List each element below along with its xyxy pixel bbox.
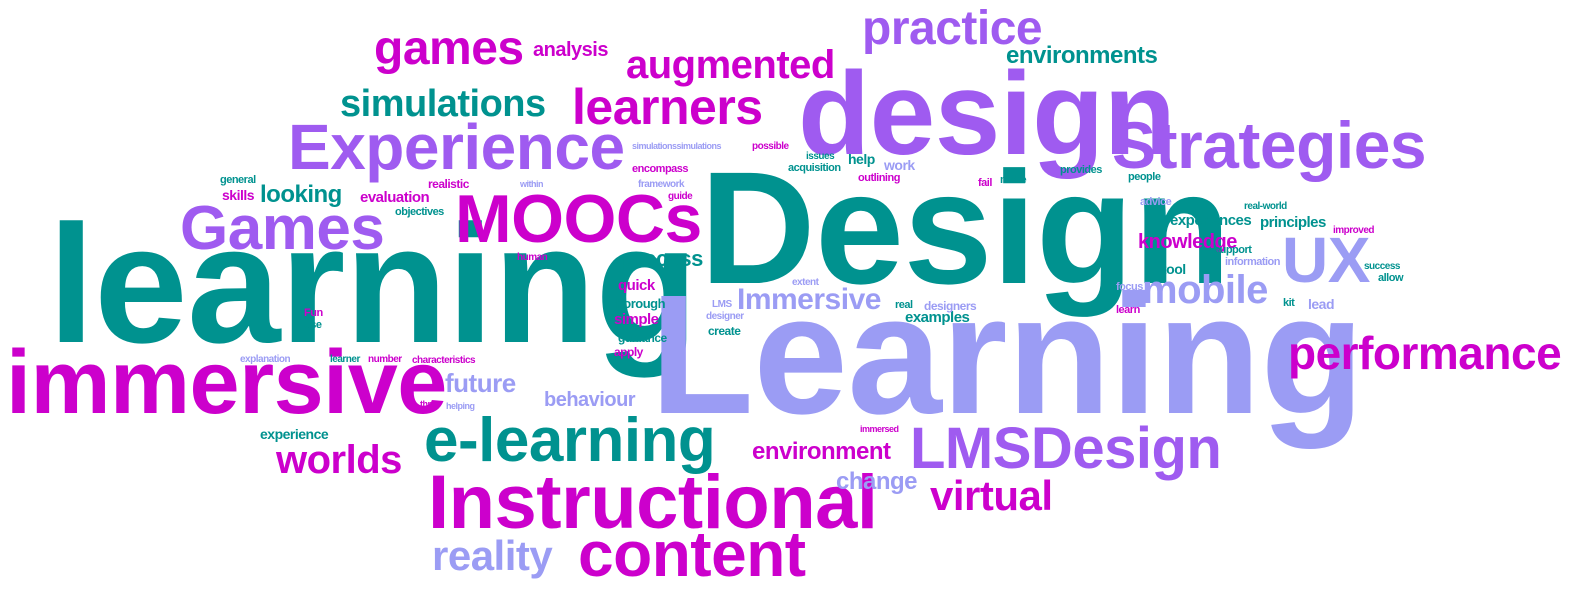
word-people: people	[1128, 171, 1161, 183]
word-Games: Games	[180, 194, 385, 263]
word-quick: quick	[618, 277, 655, 294]
word-environments: environments	[1006, 42, 1158, 69]
word-MOOCs: MOOCs	[455, 181, 702, 257]
word-Design: Design	[700, 138, 1231, 317]
word-acquisition: acquisition	[788, 162, 841, 174]
word-Immersive: Immersive	[737, 283, 881, 316]
word-encompass: encompass	[632, 163, 689, 175]
word-success: success	[1364, 261, 1400, 272]
word-framework: framework	[638, 179, 685, 190]
word-evaluation: evaluation	[360, 189, 430, 206]
word-experience: experience	[260, 426, 329, 442]
word-e-learning: e-learning	[424, 406, 716, 475]
word-immersive: immersive	[6, 333, 447, 433]
word-augmented: augmented	[626, 43, 835, 87]
word-general: general	[220, 174, 256, 186]
word-design: design	[798, 48, 1176, 180]
word-focus: focus	[1116, 281, 1143, 293]
word-content: content	[578, 518, 806, 590]
word-learner: learner	[330, 354, 360, 365]
word-use: use	[304, 319, 322, 331]
word-change: change	[836, 468, 918, 495]
word-human: human	[517, 252, 548, 263]
word-issues: issues	[806, 151, 835, 162]
word-performance: performance	[1288, 327, 1562, 379]
word-help: help	[848, 151, 875, 167]
word-Learning: Learning	[650, 260, 1364, 450]
word-kit: kit	[1283, 297, 1295, 309]
word-analysis: analysis	[533, 39, 608, 61]
word-mobile: mobile	[1142, 268, 1268, 312]
word-skills: skills	[222, 187, 255, 203]
word-immersed: immersed	[860, 424, 899, 434]
word-looking: looking	[260, 181, 342, 208]
word-improved: improved	[1333, 225, 1375, 236]
word-fail: fail	[978, 177, 992, 189]
word-possible: possible	[752, 141, 789, 152]
word-real-world: real-world	[1244, 201, 1287, 212]
word-designer: designer	[706, 311, 744, 322]
word-characteristics: characteristics	[412, 355, 476, 366]
word-simulations: simulations	[340, 83, 546, 125]
word-Strategies: Strategies	[1112, 108, 1427, 182]
word-thorough: thorough	[612, 296, 666, 311]
word-guidance: guidance	[618, 331, 667, 345]
word-provides: provides	[1060, 164, 1102, 176]
word-examples: examples	[905, 309, 970, 326]
word-information: information	[1225, 256, 1281, 268]
word-outlining: outlining	[858, 172, 900, 184]
word-extent: extent	[792, 277, 819, 288]
word-principles: principles	[1260, 214, 1326, 231]
word-virtual: virtual	[930, 472, 1053, 519]
word-within: within	[520, 179, 544, 189]
word-advice: advice	[1140, 196, 1172, 208]
word-Experience: Experience	[288, 111, 625, 183]
word-lead: lead	[1308, 296, 1335, 312]
word-simple: simple	[614, 311, 659, 328]
word-future: future	[445, 368, 516, 398]
word-LMS: LMS	[712, 299, 732, 310]
word-reality: reality	[432, 532, 553, 579]
word-knowledge: knowledge	[1138, 231, 1237, 253]
word-support: support	[1214, 244, 1252, 256]
word-learn: learn	[1116, 304, 1140, 316]
word-objectives: objectives	[395, 206, 444, 218]
word-games: games	[374, 22, 524, 75]
word-explanation: explanation	[240, 354, 291, 365]
word-guide: guide	[668, 191, 693, 202]
word-practice: practice	[862, 2, 1043, 55]
word-learning: learning	[48, 190, 698, 378]
word-LMSDesign: LMSDesign	[910, 416, 1222, 481]
word-make: make	[1000, 174, 1027, 186]
word-environment: environment	[752, 438, 891, 465]
word-experiences: experiences	[1170, 212, 1252, 229]
word-process: process	[622, 246, 703, 271]
word-behaviour: behaviour	[544, 389, 636, 411]
word-apply: apply	[614, 345, 643, 359]
word-Fun: Fun	[304, 307, 323, 319]
word-three: three	[420, 399, 440, 409]
word-realistic: realistic	[428, 177, 469, 191]
word-UX: UX	[1282, 224, 1370, 296]
word-real: real	[895, 299, 913, 311]
word-number: number	[368, 354, 402, 365]
word-designers: designers	[924, 299, 977, 313]
word-tool: tool	[1162, 261, 1186, 277]
word-helping: helping	[446, 401, 475, 411]
word-simulationssimulations: simulationssimulations	[632, 141, 722, 151]
word-work: work	[884, 157, 915, 173]
word-worlds: worlds	[276, 438, 402, 482]
word-learners: learners	[572, 79, 763, 135]
word-Instructional: Instructional	[428, 460, 878, 545]
word-create: create	[708, 324, 741, 338]
word-allow: allow	[1378, 272, 1404, 284]
